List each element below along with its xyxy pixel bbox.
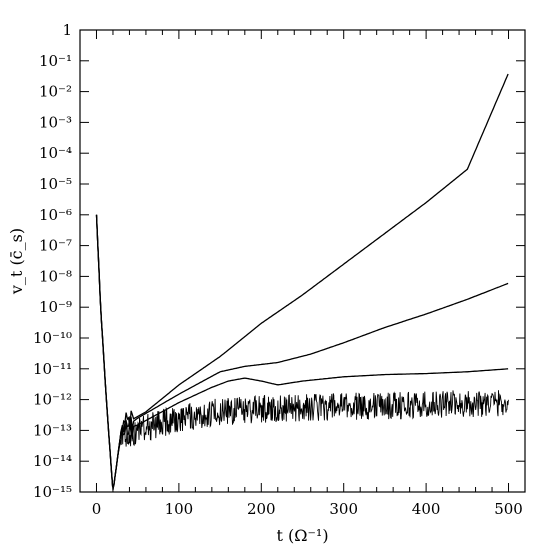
y-tick-label: 10⁻⁶ <box>39 206 72 224</box>
series-line-1 <box>95 73 509 488</box>
ticks <box>80 29 525 493</box>
y-tick-label: 10⁻⁴ <box>39 144 72 162</box>
series-line-4 <box>96 214 509 491</box>
y-tick-label: 10⁻⁵ <box>39 175 72 193</box>
y-tick-label: 10⁻¹ <box>39 52 72 70</box>
x-tick-label: 0 <box>92 500 102 518</box>
plot-lines <box>95 73 509 491</box>
tick-labels: 0 100 200 300 400 500 1 10⁻¹ 10⁻² 10⁻³ 10⁻⁴ 10⁻⁵ 10⁻… <box>33 21 523 518</box>
y-tick-label: 10⁻¹⁴ <box>33 452 72 470</box>
x-tick-label: 200 <box>247 500 276 518</box>
y-tick-label: 10⁻¹¹ <box>33 360 72 378</box>
y-tick-label: 10⁻⁷ <box>39 237 72 255</box>
y-tick-label: 10⁻¹⁵ <box>33 483 72 501</box>
y-tick-label: 10⁻⁹ <box>39 298 72 316</box>
series-line-3 <box>95 214 509 488</box>
y-tick-label: 1 <box>62 21 72 39</box>
y-tick-label: 10⁻¹³ <box>33 421 72 439</box>
x-tick-label: 300 <box>329 500 358 518</box>
x-tick-label: 400 <box>412 500 441 518</box>
x-tick-label: 500 <box>494 500 523 518</box>
y-axis-label-group: v_t (c̄_s) <box>7 228 26 295</box>
y-tick-label: 10⁻⁸ <box>39 267 72 285</box>
y-tick-label: 10⁻¹² <box>33 391 72 409</box>
x-axis-label: t (Ω⁻¹) <box>276 526 328 545</box>
series-line-2 <box>95 214 509 488</box>
y-tick-label: 10⁻¹⁰ <box>33 329 72 347</box>
y-tick-label: 10⁻³ <box>39 113 72 131</box>
y-tick-label: 10⁻² <box>39 83 72 101</box>
plot-frame <box>79 29 526 493</box>
y-axis-label: v_t (c̄_s) <box>7 228 26 295</box>
x-tick-label: 100 <box>165 500 194 518</box>
